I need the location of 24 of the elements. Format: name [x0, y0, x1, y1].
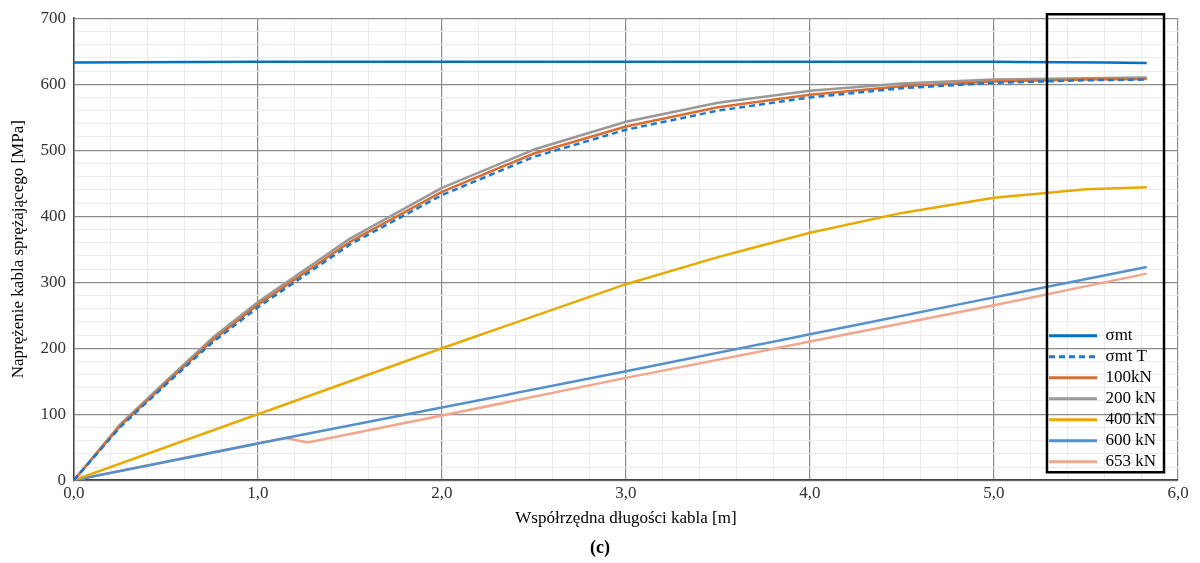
y-tick-label: 500 [40, 139, 66, 159]
y-tick-label: 400 [40, 205, 66, 225]
y-axis-title: Naprężenie kabla sprężającego [MPa] [7, 120, 27, 379]
x-tick-label: 2,0 [431, 482, 453, 502]
legend-label: σmt [1105, 325, 1133, 345]
legend-label: 200 kN [1105, 388, 1156, 408]
legend-label: 400 kN [1105, 409, 1156, 429]
x-tick-label: 6,0 [1167, 482, 1189, 502]
x-tick-label: 1,0 [247, 482, 269, 502]
legend-label: 653 kN [1105, 451, 1156, 471]
x-tick-label: 5,0 [983, 482, 1005, 502]
x-axis-title: Współrzędna długości kabla [m] [515, 508, 737, 528]
legend-label: 100kN [1105, 367, 1152, 387]
y-tick-label: 300 [40, 271, 66, 291]
legend-label: 600 kN [1105, 430, 1156, 450]
legend-label: σmt T [1105, 346, 1148, 366]
y-tick-label: 600 [40, 73, 66, 93]
y-tick-label: 700 [40, 7, 66, 27]
text: (c) [590, 536, 610, 558]
x-tick-label: 4,0 [799, 482, 821, 502]
y-tick-label: 200 [40, 337, 66, 357]
x-tick-label: 3,0 [615, 482, 637, 502]
y-tick-label: 0 [57, 469, 66, 489]
y-tick-label: 100 [40, 403, 66, 423]
